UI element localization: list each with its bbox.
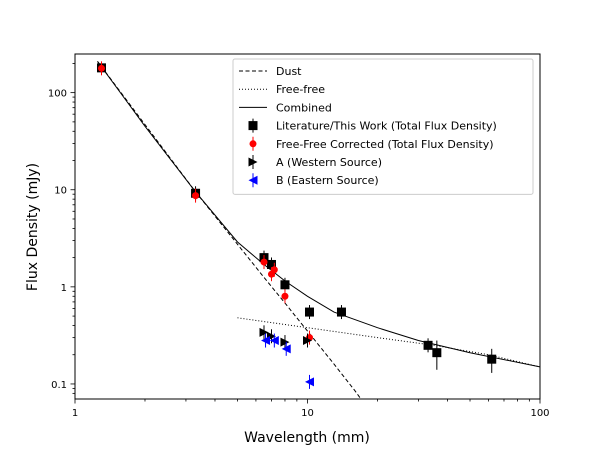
data-point bbox=[269, 336, 279, 346]
axes: 1 10 100 0.1 1 10 100 bbox=[48, 53, 550, 419]
data-point bbox=[266, 259, 276, 269]
y-tick-label: 1 bbox=[61, 283, 67, 294]
legend-label: Combined bbox=[276, 101, 332, 114]
data-point bbox=[281, 292, 289, 300]
series-2 bbox=[97, 61, 313, 345]
data-point bbox=[487, 354, 497, 364]
data-point bbox=[423, 340, 433, 350]
legend-label: Free-Free Corrected (Total Flux Density) bbox=[276, 138, 494, 151]
data-point bbox=[261, 336, 271, 346]
x-tick-label: 10 bbox=[301, 408, 314, 419]
data-point bbox=[304, 307, 314, 317]
legend-box bbox=[232, 58, 534, 195]
legend-label: Dust bbox=[276, 65, 302, 78]
y-axis-label: Flux Density (mJy) bbox=[25, 163, 41, 291]
data-point bbox=[97, 64, 105, 72]
series-4 bbox=[261, 333, 314, 389]
line-dust bbox=[97, 61, 362, 399]
x-tick-label: 100 bbox=[530, 408, 549, 419]
y-tick-label: 100 bbox=[48, 89, 67, 100]
data-point bbox=[304, 377, 314, 387]
legend-label: A (Western Source) bbox=[276, 156, 382, 169]
legend-label: Free-free bbox=[276, 83, 325, 96]
legend-marker bbox=[248, 175, 258, 185]
data-point bbox=[303, 336, 312, 346]
data-point bbox=[280, 280, 290, 290]
data-points bbox=[96, 61, 497, 389]
data-point bbox=[432, 348, 442, 358]
x-axis-label: Wavelength (mm) bbox=[244, 430, 370, 446]
legend-label: Literature/This Work (Total Flux Density… bbox=[276, 120, 497, 133]
data-point bbox=[281, 344, 291, 354]
data-point bbox=[270, 266, 278, 274]
data-point bbox=[280, 337, 290, 347]
data-point bbox=[192, 192, 200, 200]
y-tick-label: 0.1 bbox=[51, 380, 67, 391]
legend-marker bbox=[248, 157, 258, 167]
legend-label: B (Eastern Source) bbox=[276, 174, 379, 187]
data-point bbox=[259, 327, 269, 337]
data-point bbox=[336, 307, 346, 317]
data-point bbox=[260, 258, 268, 266]
legend-marker bbox=[248, 121, 258, 131]
y-tick-label: 10 bbox=[54, 186, 67, 197]
legend-marker bbox=[249, 140, 257, 148]
x-tick-label: 1 bbox=[72, 408, 78, 419]
legend: Dust Free-free Combined Literature/This Wor… bbox=[232, 58, 534, 195]
